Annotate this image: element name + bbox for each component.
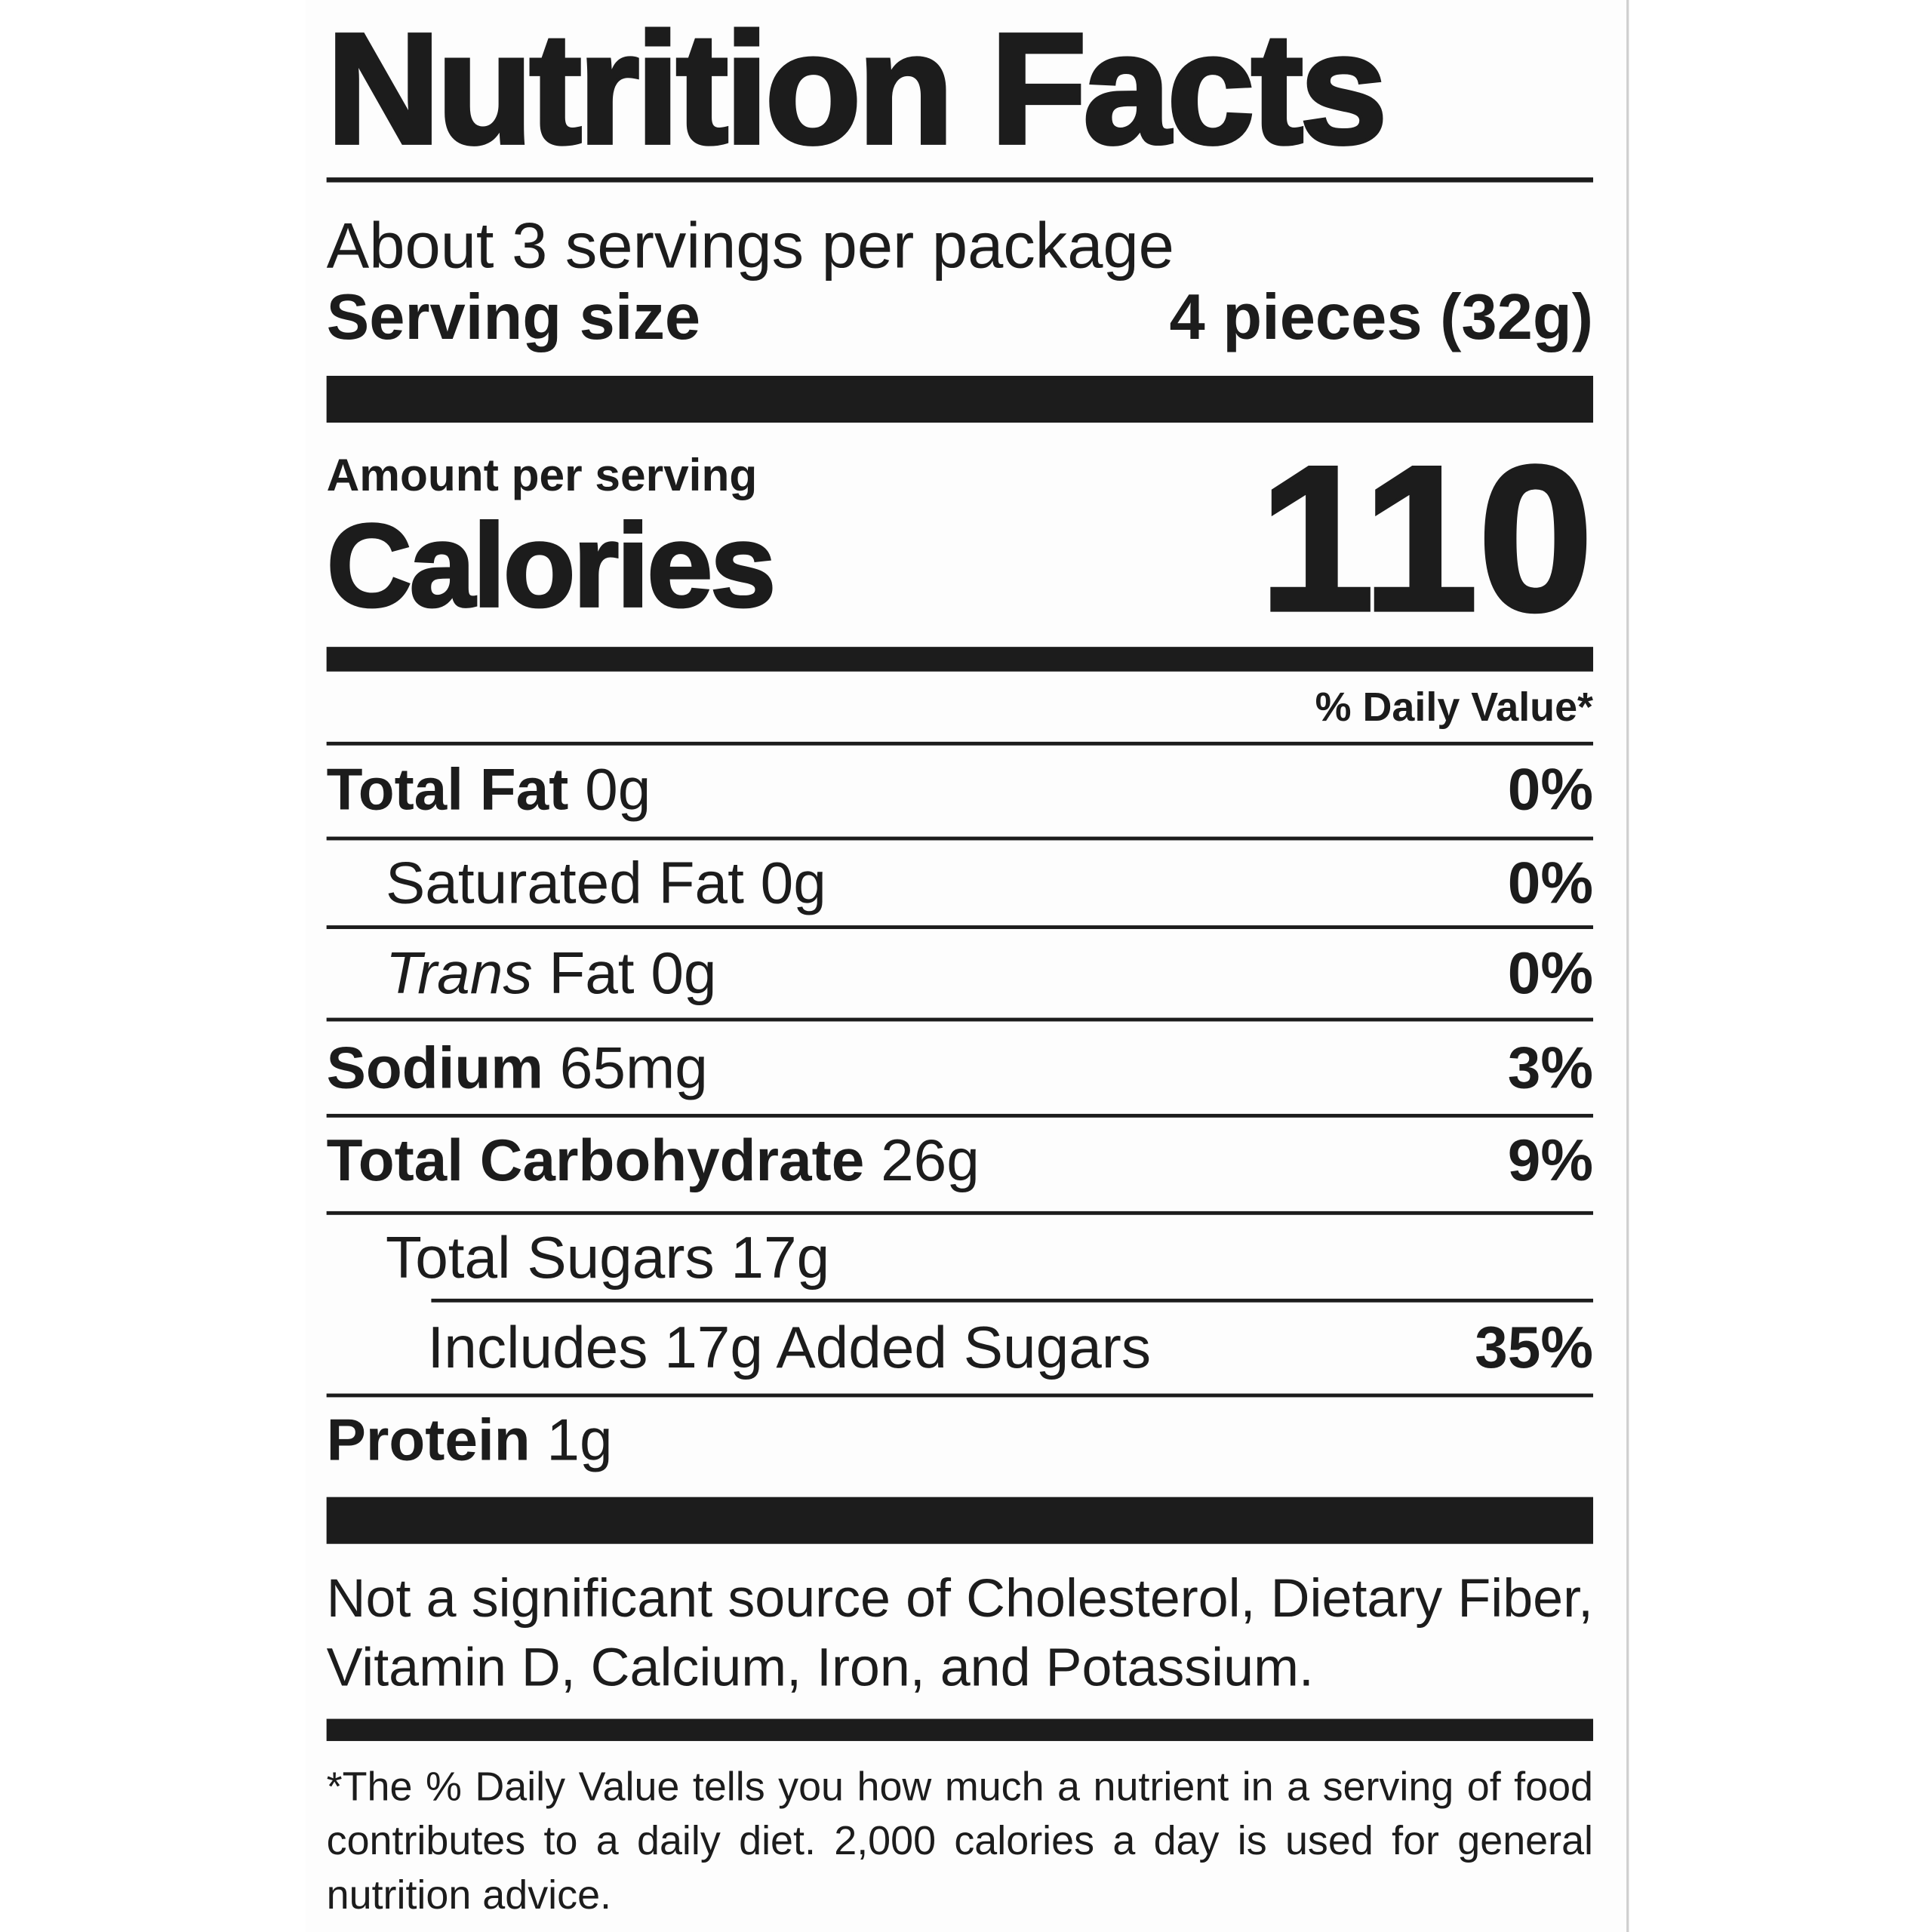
thick-divider <box>326 1497 1594 1544</box>
nutrient-row-protein: Protein 1g <box>327 1407 1593 1475</box>
nutrient-dv: 0% <box>1507 758 1594 823</box>
nutrient-name: Trans <box>386 941 533 1007</box>
nutrient-row-sodium: Sodium 65mg 3% <box>327 1035 1593 1103</box>
divider <box>326 1211 1594 1215</box>
nutrient-dv: 9% <box>1507 1128 1594 1195</box>
nutrient-name: Sodium <box>326 1036 543 1102</box>
serving-size: Serving size 4 pieces (32g) <box>327 281 1593 355</box>
divider <box>326 925 1594 930</box>
nutrient-name: Protein <box>326 1408 531 1474</box>
divider <box>326 1393 1594 1398</box>
nutrient-dv: 0% <box>1507 941 1594 1007</box>
nutrient-amount: 0g <box>760 851 826 917</box>
serving-size-value: 4 pieces (32g) <box>1169 281 1594 354</box>
divider <box>326 1017 1594 1022</box>
medium-divider <box>326 647 1594 672</box>
nutrient-row-saturated-fat: Saturated Fat 0g 0% <box>327 851 1593 919</box>
nutrient-dv: 3% <box>1507 1036 1594 1102</box>
nutrient-amount: 0g <box>585 758 651 823</box>
nutrient-name: Includes 17g Added Sugars <box>427 1315 1152 1382</box>
nutrient-row-total-fat: Total Fat 0g 0% <box>327 756 1593 825</box>
calories-value: 110 <box>1257 422 1595 654</box>
nutrient-row-total-sugars: Total Sugars 17g <box>327 1225 1593 1294</box>
nutrient-name-suffix: Fat <box>549 941 635 1007</box>
serving-size-label: Serving size <box>326 281 701 354</box>
not-significant-note: Not a significant source of Cholesterol,… <box>326 1568 1594 1698</box>
label-title: Nutrition Facts <box>325 1 1389 178</box>
nutrient-amount: 17g <box>731 1226 830 1292</box>
nutrient-amount: 26g <box>881 1128 980 1195</box>
divider <box>326 177 1594 183</box>
nutrient-amount: 65mg <box>559 1036 708 1102</box>
daily-value-header: % Daily Value* <box>1315 684 1594 730</box>
servings-per-package: About 3 servings per package <box>326 211 1174 282</box>
thick-divider <box>326 375 1594 423</box>
nutrient-name: Total Fat <box>326 758 569 823</box>
nutrient-amount: 0g <box>651 941 717 1007</box>
nutrient-amount: 1g <box>546 1408 613 1474</box>
label-panel <box>305 0 1629 1932</box>
divider <box>326 1113 1594 1118</box>
medium-divider <box>326 1718 1594 1741</box>
nutrient-dv: 35% <box>1475 1315 1594 1382</box>
nutrient-row-total-carbohydrate: Total Carbohydrate 26g 9% <box>327 1128 1593 1196</box>
amount-per-serving: Amount per serving <box>326 449 758 500</box>
nutrient-name: Total Carbohydrate <box>326 1128 865 1195</box>
calories-label: Calories <box>325 499 777 633</box>
divider <box>431 1298 1594 1303</box>
nutrient-name: Saturated Fat <box>386 851 744 917</box>
nutrient-dv: 0% <box>1507 851 1594 917</box>
nutrient-name: Total Sugars <box>386 1226 715 1292</box>
nutrient-row-trans-fat: Trans Fat 0g 0% <box>327 940 1593 1009</box>
daily-value-footnote: *The % Daily Value tells you how much a … <box>326 1763 1594 1918</box>
divider <box>326 741 1594 746</box>
divider <box>326 836 1594 841</box>
nutrient-row-added-sugars: Includes 17g Added Sugars 35% <box>327 1315 1593 1383</box>
